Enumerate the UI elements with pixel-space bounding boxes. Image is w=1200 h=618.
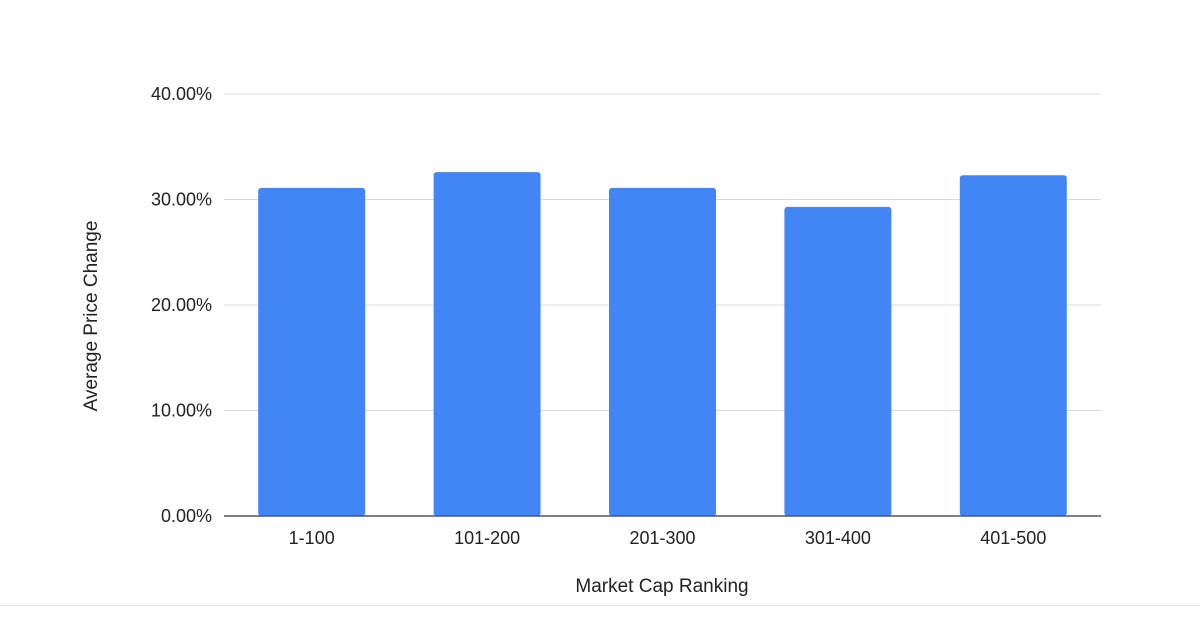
x-tick-label: 301-400 [805, 528, 871, 548]
x-tick-labels: 1-100 101-200 201-300 301-400 401-500 [289, 528, 1047, 548]
chart-canvas: 0.00% 10.00% 20.00% 30.00% 40.00% 1-100 101-2… [81, 84, 1101, 597]
y-tick-label: 10.00% [151, 401, 212, 421]
y-tick-label: 20.00% [151, 295, 212, 315]
y-tick-label: 30.00% [151, 190, 212, 210]
y-tick-label: 0.00% [161, 506, 212, 526]
x-tick-label: 401-500 [980, 528, 1046, 548]
bar-201-300 [609, 187, 716, 516]
bottom-divider [0, 605, 1200, 606]
bar-401-500 [959, 175, 1067, 517]
x-tick-label: 101-200 [454, 528, 520, 548]
x-tick-label: 201-300 [629, 528, 695, 548]
bar-101-200 [433, 172, 541, 516]
y-tick-label: 40.00% [151, 84, 212, 104]
x-tick-label: 1-100 [289, 528, 335, 548]
x-axis-title: Market Cap Ranking [575, 576, 748, 597]
bar-1-100 [258, 187, 366, 516]
y-axis-title: Average Price Change [81, 221, 102, 412]
y-tick-labels: 0.00% 10.00% 20.00% 30.00% 40.00% [151, 84, 212, 526]
bar-301-400 [784, 206, 892, 516]
bars [258, 172, 1067, 517]
